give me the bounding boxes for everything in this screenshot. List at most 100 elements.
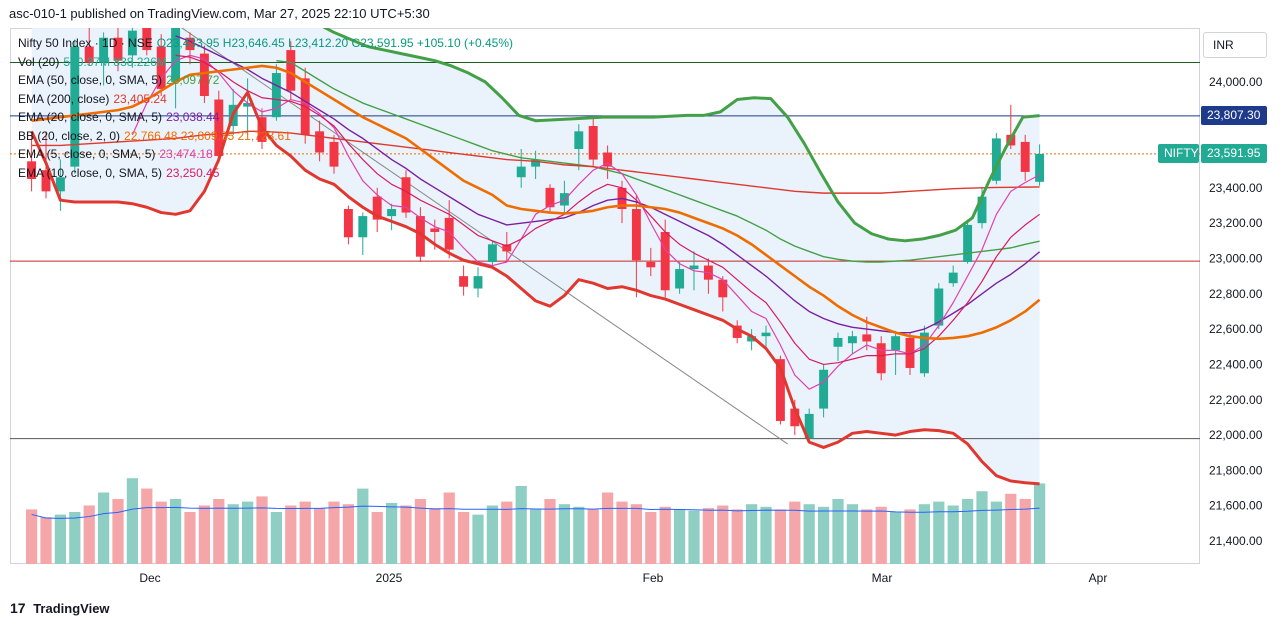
- legend-value: 23,474.18: [159, 147, 213, 161]
- volume-bar: [616, 501, 628, 564]
- y-tick-label: 23,000.00: [1209, 251, 1263, 265]
- candle-body: [963, 224, 973, 263]
- candle-body: [1020, 141, 1030, 172]
- candle-body: [747, 336, 757, 342]
- volume-bar: [601, 492, 614, 564]
- volume-bar: [270, 512, 283, 564]
- candle-body: [646, 262, 656, 268]
- volume-bar: [976, 491, 988, 564]
- tradingview-logo-icon: 17: [10, 600, 26, 616]
- candle-body: [977, 196, 987, 224]
- legend-name: Vol (20): [18, 54, 60, 69]
- legend-row[interactable]: EMA (10, close, 0, SMA, 5) 23,250.45: [18, 164, 513, 183]
- volume-bar: [1005, 493, 1017, 564]
- volume-bar: [529, 509, 542, 564]
- legend-row[interactable]: BB (20, close, 2, 0) 22,766.48 23,809.35 …: [18, 127, 513, 146]
- volume-bar: [472, 514, 484, 564]
- candle-body: [343, 209, 353, 238]
- legend-value: O23,433.95 H23,646.45 L23,412.20 C23,591…: [156, 36, 514, 50]
- legend-row[interactable]: EMA (200, close) 23,405.24: [18, 90, 513, 109]
- volume-bar: [141, 488, 153, 564]
- indicator-legend: Nifty 50 Index · 1D · NSE O23,433.95 H23,…: [18, 34, 513, 182]
- y-tick-label: 22,600.00: [1209, 322, 1263, 336]
- volume-ma-line: [31, 505, 1040, 519]
- series-line: [30, 90, 1040, 486]
- candle-body: [991, 138, 1001, 181]
- volume-bar: [400, 505, 412, 564]
- y-tick-label: 23,200.00: [1209, 216, 1263, 230]
- candle-body: [199, 53, 209, 96]
- volume-bar: [990, 501, 1003, 564]
- y-tick-label: 22,000.00: [1209, 428, 1263, 442]
- candle-body: [775, 359, 785, 421]
- candle-body: [675, 269, 685, 289]
- candle-body: [41, 170, 51, 192]
- candle-body: [603, 152, 613, 167]
- y-tick-label: 22,400.00: [1209, 357, 1263, 371]
- volume-bar: [688, 510, 700, 564]
- candle-body: [55, 177, 65, 192]
- x-tick-label: 2025: [376, 571, 403, 585]
- volume-bar: [371, 512, 383, 564]
- candle-body: [588, 126, 598, 160]
- candle-body: [473, 276, 483, 289]
- candle-body: [891, 336, 901, 351]
- volume-bar: [227, 504, 239, 564]
- volume-bar: [83, 505, 95, 564]
- candle-body: [113, 37, 123, 61]
- volume-bar: [54, 514, 67, 564]
- volume-bar: [285, 505, 297, 564]
- candle-body: [876, 343, 886, 374]
- series-line: [276, 59, 1040, 263]
- symbol-tag: NIFTY: [1158, 144, 1199, 164]
- legend-row[interactable]: EMA (5, close, 0, SMA, 5) 23,474.18: [18, 145, 513, 164]
- legend-name: EMA (10, close, 0, SMA, 5): [18, 165, 163, 180]
- volume-bar: [630, 504, 643, 564]
- candle-body: [833, 337, 843, 347]
- publish-header: asc-010-1 published on TradingView.com, …: [9, 6, 430, 21]
- candle-body: [631, 209, 641, 261]
- volume-bar: [69, 512, 81, 564]
- volume-bar: [961, 499, 974, 564]
- candle-body: [271, 73, 281, 118]
- candle-body: [804, 413, 814, 439]
- volume-bar: [241, 501, 254, 564]
- candle-body: [934, 288, 944, 326]
- candle-body: [315, 131, 325, 153]
- volume-bar: [256, 496, 268, 564]
- indicator-lines: [30, 28, 1041, 486]
- candle-body: [948, 272, 958, 284]
- volume-bar: [169, 499, 182, 564]
- currency-selector[interactable]: INR: [1203, 32, 1267, 58]
- x-tick-label: Mar: [872, 571, 893, 585]
- volume-bar: [904, 509, 916, 564]
- volume-bar: [774, 509, 787, 564]
- volume-bar: [861, 509, 873, 564]
- price-axis-label: 23,591.95: [1201, 144, 1267, 164]
- legend-row[interactable]: EMA (50, close, 0, SMA, 5) 23,097.72: [18, 71, 513, 90]
- price-axis-label: 23,807.30: [1201, 106, 1267, 126]
- volume-bar: [342, 504, 355, 564]
- candle-body: [1035, 153, 1045, 182]
- y-tick-label: 21,400.00: [1209, 534, 1263, 548]
- legend-name: BB (20, close, 2, 0): [18, 128, 121, 143]
- volume-bar: [947, 505, 959, 564]
- candle-body: [372, 196, 382, 220]
- legend-row[interactable]: EMA (20, close, 0, SMA, 5) 23,038.44: [18, 108, 513, 127]
- volume-bar: [645, 512, 657, 564]
- tradingview-footer[interactable]: 17 TradingView: [10, 600, 110, 616]
- candle-body: [286, 50, 296, 91]
- band-area: [31, 28, 1040, 484]
- volume-bar: [198, 505, 211, 564]
- volume-bar: [112, 499, 124, 564]
- candle-body: [847, 336, 857, 344]
- volume-bar: [184, 512, 196, 564]
- y-tick-label: 21,600.00: [1209, 499, 1263, 513]
- candle-body: [819, 369, 829, 409]
- legend-row[interactable]: Vol (20) 510.37M 838.226M: [18, 53, 513, 72]
- volume-bar: [155, 501, 167, 564]
- candle-body: [27, 161, 37, 179]
- legend-row[interactable]: Nifty 50 Index · 1D · NSE O23,433.95 H23,…: [18, 34, 513, 53]
- volume-bar: [846, 504, 859, 564]
